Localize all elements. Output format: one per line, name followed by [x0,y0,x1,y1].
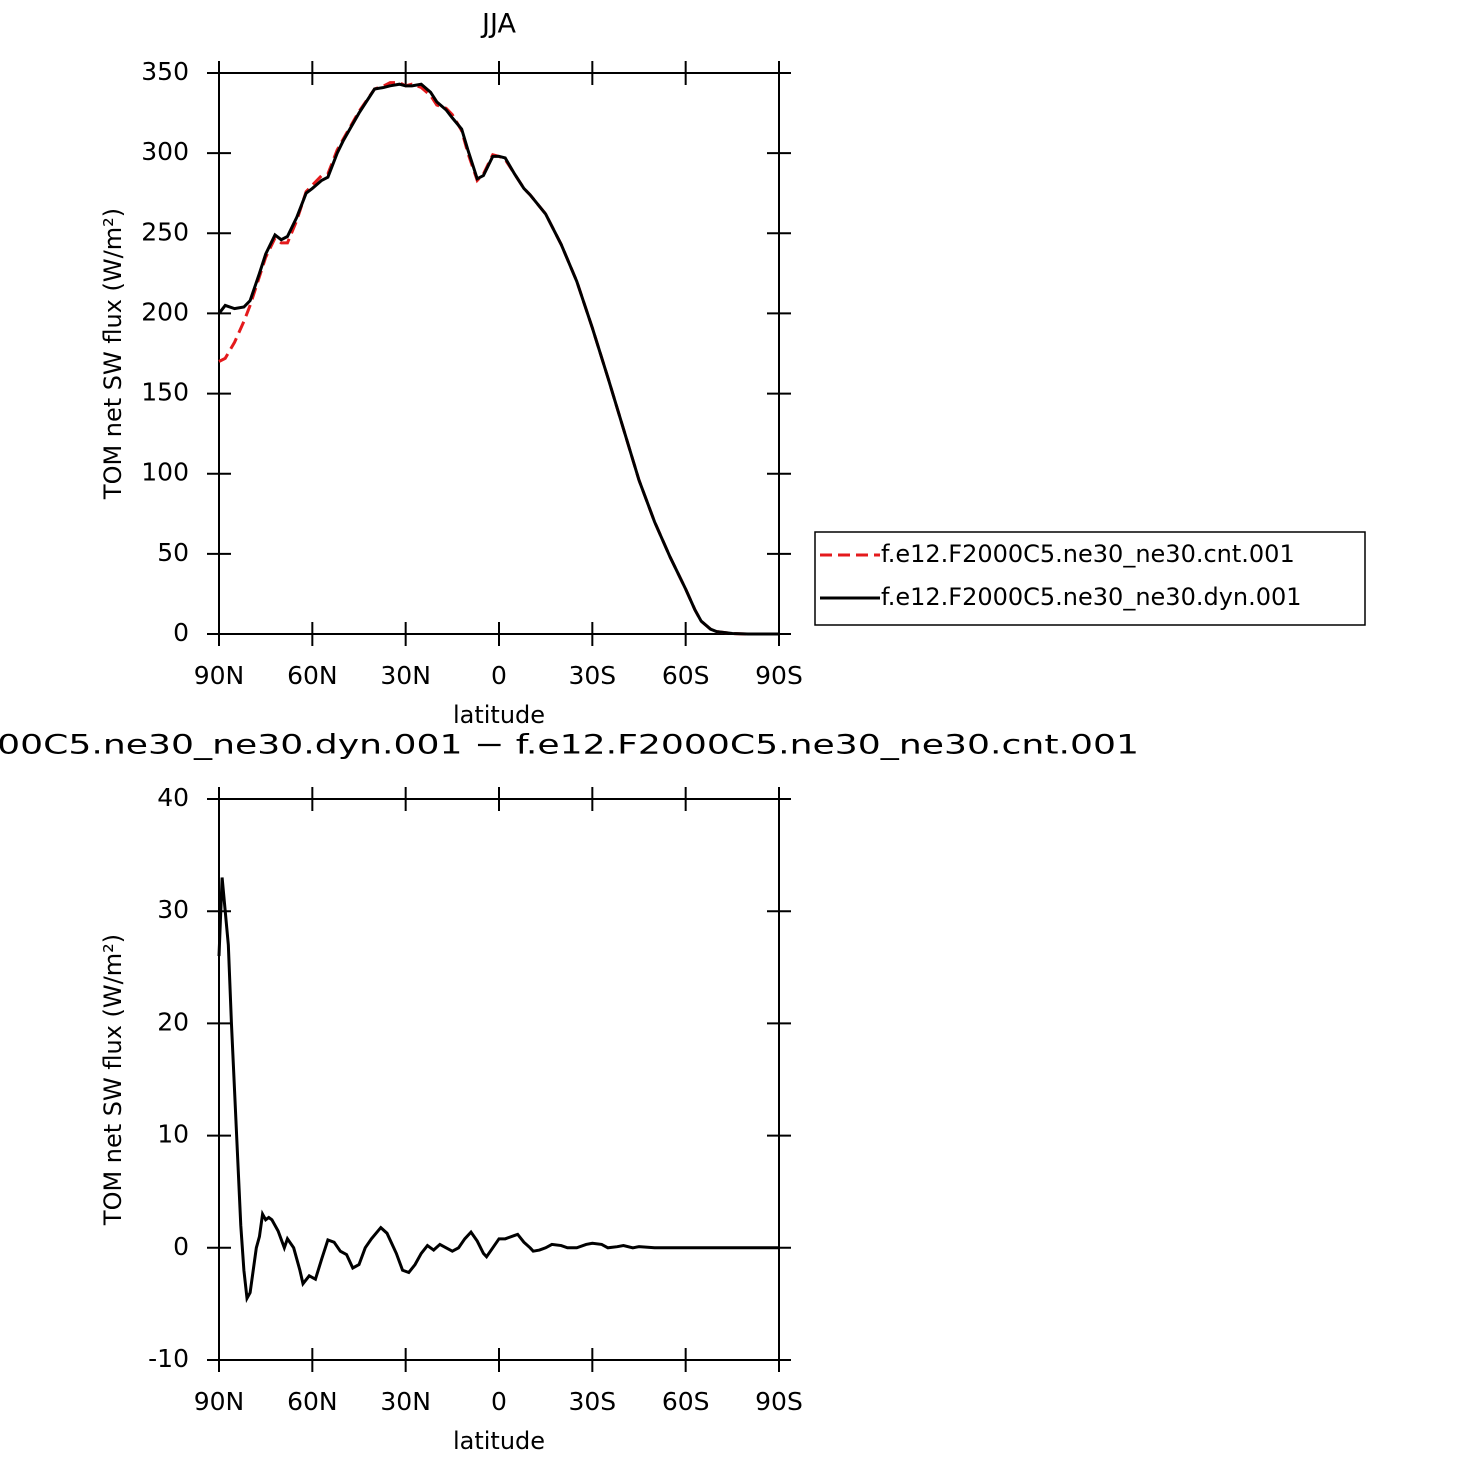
x-axis-label: latitude [453,701,545,729]
y-tick-label: 250 [141,217,189,246]
x-tick-label: 30N [380,661,431,690]
x-axis-label: latitude [453,1427,545,1455]
y-tick-label: 50 [157,538,189,567]
legend-label: f.e12.F2000C5.ne30_ne30.cnt.001 [881,540,1295,568]
legend: f.e12.F2000C5.ne30_ne30.cnt.001 f.e12.F20… [814,531,1366,626]
plot-frame [218,72,780,635]
y-tick-label: 150 [141,378,189,407]
chart-title: JJA [480,9,516,40]
y-axis-label: TOM net SW flux (W/m²) [99,934,127,1226]
x-tick-label: 60N [287,661,338,690]
x-tick-label: 30N [380,1387,431,1416]
x-tick-label: 0 [491,1387,507,1416]
y-tick-label: 20 [157,1007,189,1036]
legend-box [814,531,1366,626]
data-line [217,82,779,636]
legend-label: f.e12.F2000C5.ne30_ne30.dyn.001 [881,583,1302,611]
x-tick-label: 90S [755,661,803,690]
x-tick-label: 60N [287,1387,338,1416]
y-tick-label: 0 [173,618,189,647]
chart-title: f.e12.F2000C5.ne30_ne30.dyn.001 − f.e12.… [0,730,1139,761]
x-tick-label: 30S [568,661,616,690]
y-tick-label: 300 [141,137,189,166]
x-tick-label: 60S [662,661,710,690]
x-tick-label: 30S [568,1387,616,1416]
data-line [218,81,779,636]
data-line [217,877,779,1304]
plot-frame [218,798,780,1361]
x-tick-label: 90N [194,661,245,690]
x-tick-label: 90N [194,1387,245,1416]
y-axis-label: TOM net SW flux (W/m²) [99,208,127,500]
x-tick-label: 60S [662,1387,710,1416]
y-tick-label: -10 [148,1344,189,1373]
y-tick-label: 40 [157,783,189,812]
y-tick-label: 10 [157,1120,189,1149]
y-tick-label: 0 [173,1232,189,1261]
y-tick-label: 100 [141,458,189,487]
y-tick-label: 350 [141,57,189,86]
x-tick-label: 90S [755,1387,803,1416]
y-tick-label: 200 [141,297,189,326]
y-tick-label: 30 [157,895,189,924]
x-tick-label: 0 [491,661,507,690]
